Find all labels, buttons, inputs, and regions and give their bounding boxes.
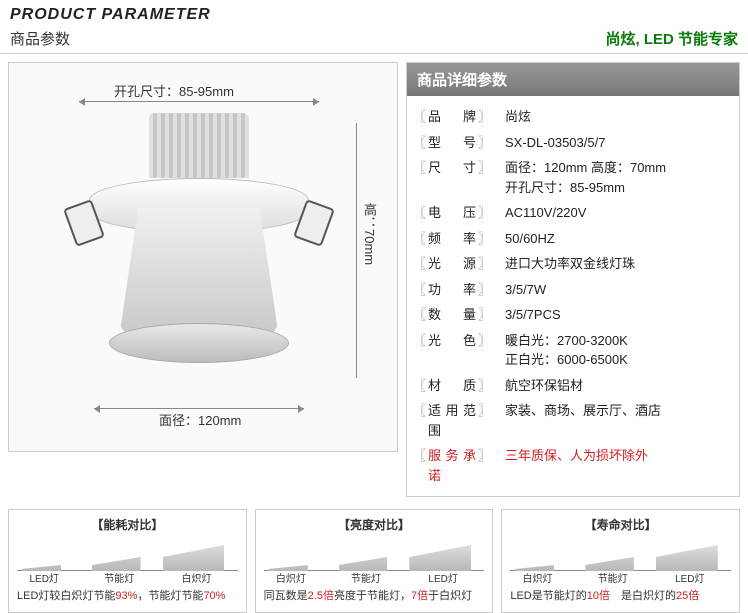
wedge bbox=[92, 543, 141, 571]
comparison-title: 【能耗对比】 bbox=[17, 516, 238, 533]
spec-value: SX-DL-03503/5/7 bbox=[493, 133, 729, 153]
comparison-box: 【能耗对比】 LED灯 节能灯 白炽灯 LED灯较白炽灯节能93%，节能灯节能70% bbox=[8, 509, 247, 613]
comparison-caption: 同瓦数是2.5倍亮度于节能灯，7倍于白炽灯 bbox=[264, 589, 485, 604]
dim-line-bottom bbox=[94, 408, 304, 409]
spec-row: 〖服务承诺〗三年质保、人为损坏除外 bbox=[413, 443, 729, 488]
spec-label: 〖尺 寸〗 bbox=[413, 158, 493, 178]
spec-label: 〖品 牌〗 bbox=[413, 107, 493, 127]
cut-hole-label: 开孔尺寸：85-95mm bbox=[114, 81, 234, 100]
wedge bbox=[339, 543, 388, 571]
spec-row: 〖光 色〗暖白光：2700-3200K正白光：6000-6500K bbox=[413, 328, 729, 373]
spec-row: 〖功 率〗3/5/7W bbox=[413, 277, 729, 303]
wedge bbox=[656, 543, 718, 571]
spec-label: 〖数 量〗 bbox=[413, 305, 493, 325]
wedge bbox=[515, 543, 555, 571]
comparison-caption: LED灯较白炽灯节能93%，节能灯节能70% bbox=[17, 589, 238, 604]
spec-value: 三年质保、人为损坏除外 bbox=[493, 446, 729, 466]
wedge-label: LED灯 bbox=[19, 570, 69, 585]
comparison-box: 【亮度对比】白炽灯 节能灯 LED灯同瓦数是2.5倍亮度于节能灯，7倍于白炽灯 bbox=[255, 509, 494, 613]
spec-panel: 商品详细参数 〖品 牌〗尚炫〖型 号〗SX-DL-03503/5/7〖尺 寸〗面… bbox=[406, 62, 740, 497]
divider bbox=[0, 53, 748, 54]
spec-label: 〖光 源〗 bbox=[413, 254, 493, 274]
spec-value: 航空环保铝材 bbox=[493, 376, 729, 396]
spec-value: 3/5/7PCS bbox=[493, 305, 729, 325]
spec-row: 〖材 质〗航空环保铝材 bbox=[413, 373, 729, 399]
wedge-label: 节能灯 bbox=[94, 570, 144, 585]
spec-label: 〖材 质〗 bbox=[413, 376, 493, 396]
wedge bbox=[163, 543, 225, 571]
spec-label: 〖功 率〗 bbox=[413, 280, 493, 300]
wedge-label: 白炽灯 bbox=[266, 570, 316, 585]
spec-label: 〖适用范围〗 bbox=[413, 401, 493, 440]
spec-label: 〖光 色〗 bbox=[413, 331, 493, 351]
spec-row: 〖适用范围〗家装、商场、展示厅、酒店 bbox=[413, 398, 729, 443]
comparison-chart: 白炽灯 节能灯 LED灯 bbox=[264, 539, 485, 585]
comparison-section: 【能耗对比】 LED灯 节能灯 白炽灯 LED灯较白炽灯节能93%，节能灯节能70% 【亮… bbox=[0, 497, 748, 613]
spec-row: 〖光 源〗进口大功率双金线灯珠 bbox=[413, 251, 729, 277]
main: 开孔尺寸：85-95mm 高：70mm 面径：120mm 商品详细参数 〖品 牌… bbox=[0, 62, 748, 497]
header-left: PRODUCT PARAMETER 商品参数 bbox=[10, 6, 211, 49]
title-en: PRODUCT PARAMETER bbox=[10, 6, 211, 24]
product-diagram: 开孔尺寸：85-95mm 高：70mm 面径：120mm bbox=[8, 62, 398, 452]
spec-row: 〖品 牌〗尚炫 bbox=[413, 104, 729, 130]
spec-row: 〖尺 寸〗面径：120mm 高度：70mm开孔尺寸：85-95mm bbox=[413, 155, 729, 200]
spec-row: 〖频 率〗50/60HZ bbox=[413, 226, 729, 252]
height-label: 高：70mm bbox=[360, 203, 379, 265]
spec-value: 暖白光：2700-3200K正白光：6000-6500K bbox=[493, 331, 729, 370]
brand-tag: 尚炫, LED 节能专家 bbox=[605, 28, 738, 49]
wedge-label: LED灯 bbox=[418, 570, 468, 585]
diameter-label: 面径：120mm bbox=[159, 410, 241, 429]
wedge-label: 白炽灯 bbox=[171, 570, 221, 585]
dim-line-top bbox=[79, 101, 319, 102]
spec-label: 〖电 压〗 bbox=[413, 203, 493, 223]
spec-label: 〖型 号〗 bbox=[413, 133, 493, 153]
comparison-chart: 白炽灯 节能灯 LED灯 bbox=[510, 539, 731, 585]
wedge bbox=[409, 543, 471, 571]
spec-value: 50/60HZ bbox=[493, 229, 729, 249]
spec-row: 〖型 号〗SX-DL-03503/5/7 bbox=[413, 130, 729, 156]
lamp-base bbox=[109, 323, 289, 363]
wedge bbox=[268, 543, 308, 571]
wedge bbox=[585, 543, 634, 571]
lamp-body bbox=[79, 113, 319, 383]
spec-label: 〖频 率〗 bbox=[413, 229, 493, 249]
comparison-title: 【亮度对比】 bbox=[264, 516, 485, 533]
wedge-label: 白炽灯 bbox=[513, 570, 563, 585]
spec-label: 〖服务承诺〗 bbox=[413, 446, 493, 485]
spec-value: 面径：120mm 高度：70mm开孔尺寸：85-95mm bbox=[493, 158, 729, 197]
spec-header: 商品详细参数 bbox=[407, 63, 739, 96]
comparison-chart: LED灯 节能灯 白炽灯 bbox=[17, 539, 238, 585]
comparison-title: 【寿命对比】 bbox=[510, 516, 731, 533]
spec-value: 进口大功率双金线灯珠 bbox=[493, 254, 729, 274]
spec-value: 尚炫 bbox=[493, 107, 729, 127]
spec-row: 〖电 压〗AC110V/220V bbox=[413, 200, 729, 226]
spec-value: 3/5/7W bbox=[493, 280, 729, 300]
wedge-label: LED灯 bbox=[665, 570, 715, 585]
wedge-label: 节能灯 bbox=[588, 570, 638, 585]
comparison-box: 【寿命对比】白炽灯 节能灯 LED灯 LED是节能灯的10倍 是白炽灯的25倍 bbox=[501, 509, 740, 613]
wedge bbox=[21, 543, 61, 571]
lamp-cone bbox=[119, 208, 279, 338]
header: PRODUCT PARAMETER 商品参数 尚炫, LED 节能专家 bbox=[0, 0, 748, 51]
title-cn: 商品参数 bbox=[10, 28, 211, 49]
lamp-heatsink bbox=[149, 113, 249, 178]
spec-rows: 〖品 牌〗尚炫〖型 号〗SX-DL-03503/5/7〖尺 寸〗面径：120mm… bbox=[407, 96, 739, 496]
spec-row: 〖数 量〗3/5/7PCS bbox=[413, 302, 729, 328]
comparison-caption: LED是节能灯的10倍 是白炽灯的25倍 bbox=[510, 589, 731, 604]
spec-value: 家装、商场、展示厅、酒店 bbox=[493, 401, 729, 421]
spec-value: AC110V/220V bbox=[493, 203, 729, 223]
dim-line-right bbox=[356, 123, 357, 378]
wedge-label: 节能灯 bbox=[341, 570, 391, 585]
